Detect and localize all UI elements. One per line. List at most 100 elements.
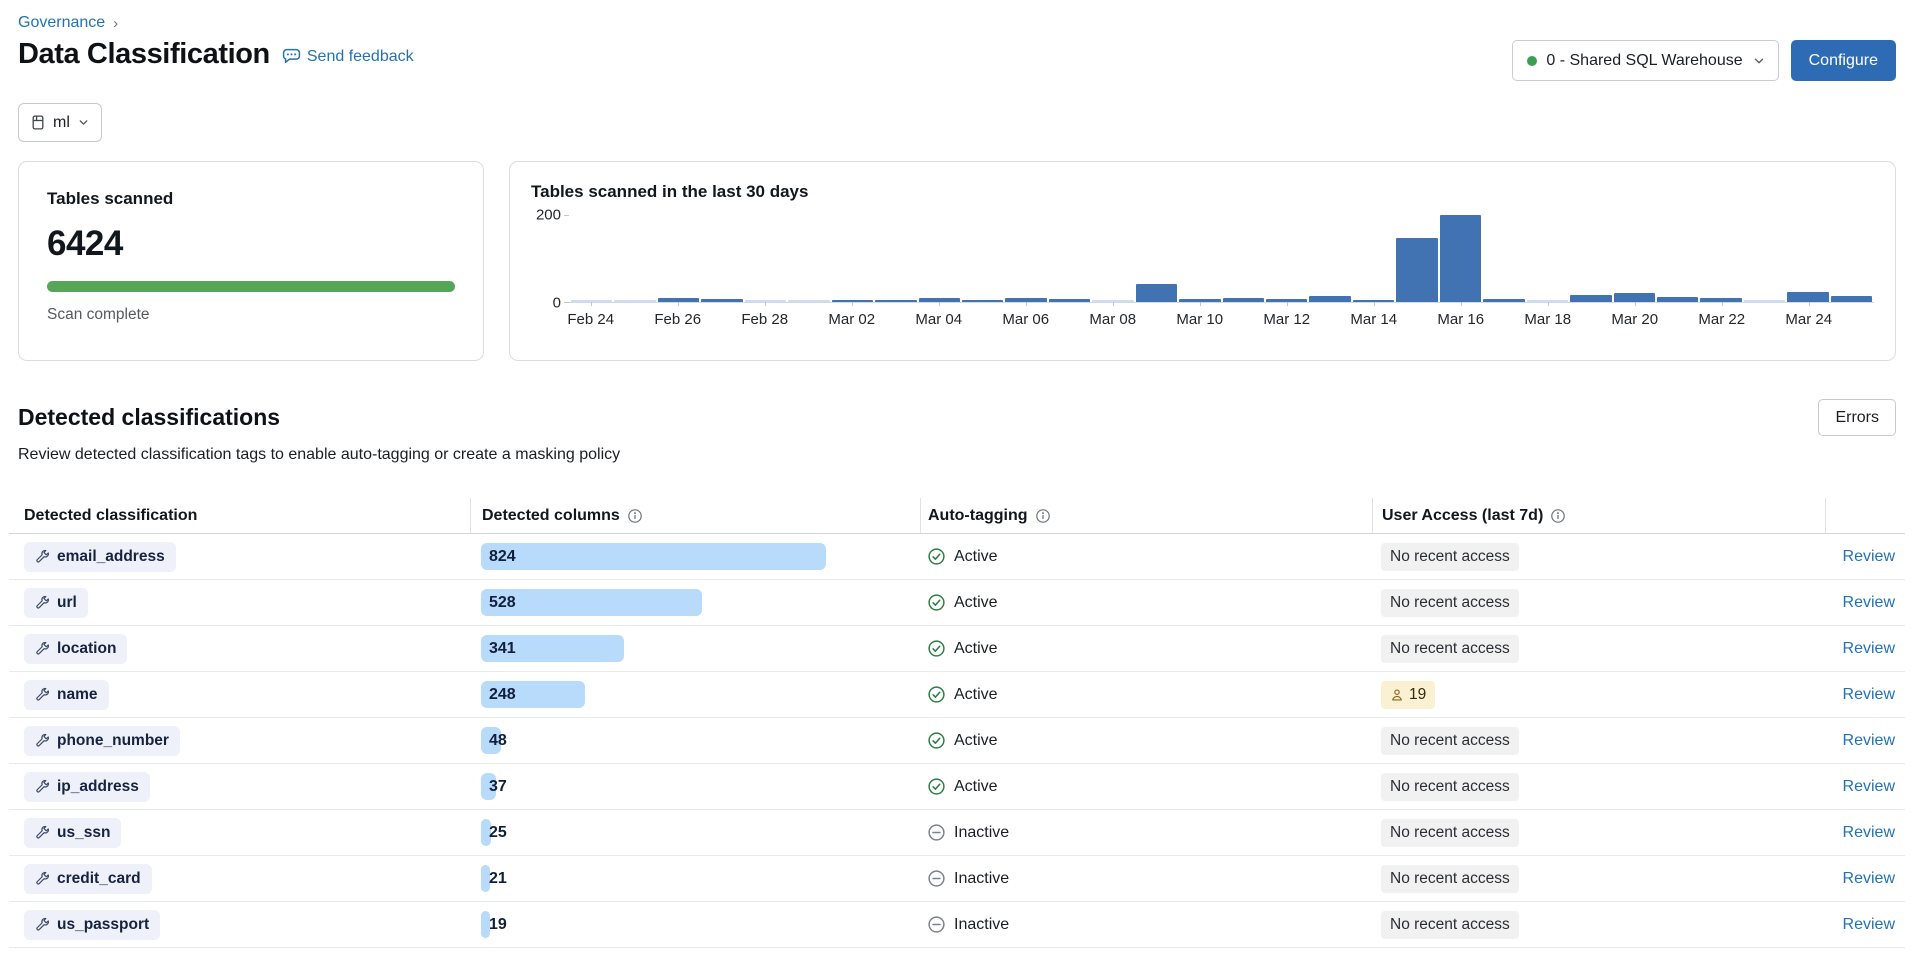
chart-bar (1309, 296, 1351, 302)
detected-columns-cell: 824 (481, 543, 920, 570)
catalog-icon (30, 114, 46, 131)
detected-columns-bar (481, 865, 490, 892)
classification-name: url (57, 593, 77, 611)
classification-chip: name (24, 679, 109, 710)
classification-chip: phone_number (24, 725, 180, 756)
detected-columns-count: 37 (489, 777, 507, 795)
classification-name: phone_number (57, 731, 169, 749)
chart-bar (961, 300, 1004, 302)
review-link[interactable]: Review (1842, 777, 1895, 795)
breadcrumb-governance-link[interactable]: Governance (18, 14, 106, 31)
active-check-icon (927, 547, 946, 566)
detected-columns-count: 25 (489, 823, 507, 841)
x-axis-tick-label: Mar 06 (1002, 311, 1050, 328)
detected-columns-bar (481, 681, 585, 708)
auto-tagging-status: Inactive (954, 915, 1010, 933)
chart-bar (1439, 215, 1482, 302)
classification-chip: url (24, 587, 88, 618)
person-icon (1390, 688, 1404, 702)
x-axis-tick-label: Feb 24 (567, 311, 615, 328)
info-icon[interactable] (1035, 508, 1051, 524)
info-icon[interactable] (627, 508, 643, 524)
user-access-badge: 19 (1381, 680, 1436, 709)
x-axis-tick-label: Mar 22 (1698, 311, 1746, 328)
y-axis-tick-200: 200 (535, 206, 561, 224)
warehouse-selector[interactable]: 0 - Shared SQL Warehouse (1512, 40, 1779, 81)
x-axis-tick-label: Mar 20 (1611, 311, 1659, 328)
classification-icon (35, 825, 50, 840)
user-access-badge: No recent access (1381, 864, 1519, 893)
errors-button[interactable]: Errors (1818, 399, 1896, 436)
detected-classifications-subtitle: Review detected classification tags to e… (18, 446, 621, 463)
review-link[interactable]: Review (1842, 731, 1895, 749)
configure-button[interactable]: Configure (1790, 40, 1896, 81)
chart-bar (744, 300, 787, 302)
table-row-ip_address: ip_address 37 Active No recent access Review (9, 764, 1905, 810)
active-check-icon (927, 685, 946, 704)
review-link[interactable]: Review (1842, 869, 1895, 887)
user-access-badge: No recent access (1381, 634, 1519, 663)
classification-icon (35, 871, 50, 886)
x-axis-tick-label: Mar 10 (1176, 311, 1224, 328)
classification-chip: us_ssn (24, 817, 122, 848)
x-axis-tick-label: Mar 08 (1089, 311, 1137, 328)
chevron-down-icon (77, 116, 90, 129)
review-link[interactable]: Review (1842, 823, 1895, 841)
active-check-icon (927, 777, 946, 796)
column-header-detected-classification: Detected classification (24, 506, 198, 524)
classification-chip: ip_address (24, 771, 150, 802)
tables-scanned-chart-card: Tables scanned in the last 30 days 200 0… (509, 161, 1896, 361)
classification-icon (35, 595, 50, 610)
chart-bar (1570, 295, 1612, 302)
review-link[interactable]: Review (1842, 593, 1895, 611)
detected-columns-count: 824 (489, 547, 516, 565)
user-access-badge: No recent access (1381, 542, 1519, 571)
table-row-name: name 248 Active 19 Review (9, 672, 1905, 718)
inactive-minus-icon (927, 869, 946, 888)
page-title: Data Classification (18, 38, 270, 70)
active-check-icon (927, 593, 946, 612)
tables-scanned-count: 6424 (47, 224, 123, 263)
chart-bar (1613, 293, 1655, 302)
chart-bar (1266, 299, 1308, 302)
table-row-email_address: email_address 824 Active No recent access Re… (9, 534, 1905, 580)
detected-columns-bar (481, 543, 826, 570)
review-link[interactable]: Review (1842, 547, 1895, 565)
chart-bar (1396, 238, 1438, 302)
send-feedback-link[interactable]: Send feedback (282, 47, 414, 66)
detected-columns-cell: 341 (481, 635, 920, 662)
info-icon[interactable] (1550, 508, 1566, 524)
chart-bar (657, 298, 700, 302)
x-axis-tick-label: Mar 02 (828, 311, 876, 328)
detected-columns-cell: 21 (481, 865, 920, 892)
detected-columns-bar (481, 589, 702, 616)
feedback-label: Send feedback (306, 47, 414, 65)
warehouse-label: 0 - Shared SQL Warehouse (1546, 51, 1743, 69)
review-link[interactable]: Review (1842, 915, 1895, 933)
chart-bar (1179, 299, 1221, 302)
table-row-us_ssn: us_ssn 25 Inactive No recent access Review (9, 810, 1905, 856)
chart-bar (1092, 300, 1134, 302)
detected-columns-count: 248 (489, 685, 516, 703)
classifications-table: Detected classification Detected columns A… (9, 498, 1905, 948)
chart-bar (1352, 300, 1395, 302)
detected-columns-cell: 48 (481, 727, 920, 754)
detected-columns-count: 21 (489, 869, 507, 887)
auto-tagging-status: Active (954, 685, 998, 703)
user-access-badge: No recent access (1381, 772, 1519, 801)
chart-bar (788, 300, 830, 302)
detected-columns-count: 341 (489, 639, 516, 657)
review-link[interactable]: Review (1842, 639, 1895, 657)
chart-bar (1656, 297, 1699, 302)
classification-icon (35, 687, 50, 702)
active-check-icon (927, 731, 946, 750)
classification-name: ip_address (57, 777, 139, 795)
classification-name: name (57, 685, 98, 703)
page-header: Governance › Data Classification Send fe… (0, 0, 1914, 142)
catalog-selector[interactable]: ml (18, 103, 102, 142)
review-link[interactable]: Review (1842, 685, 1895, 703)
detected-columns-bar (481, 773, 496, 800)
table-row-credit_card: credit_card 21 Inactive No recent access Rev… (9, 856, 1905, 902)
chart-bar (1135, 284, 1178, 302)
